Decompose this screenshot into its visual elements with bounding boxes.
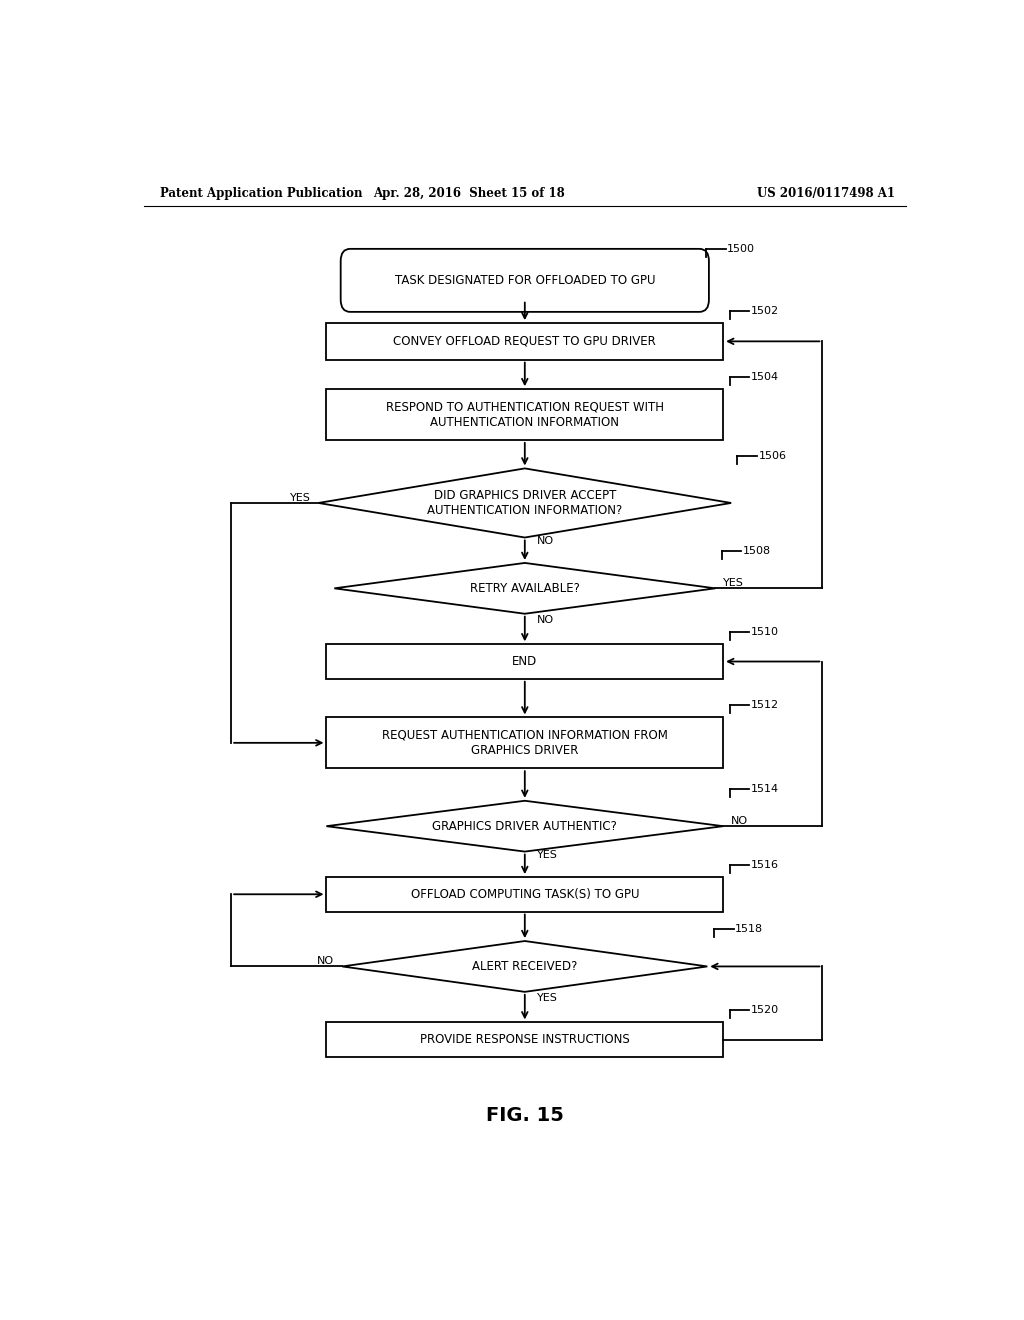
Text: NO: NO — [731, 816, 749, 826]
Text: RETRY AVAILABLE?: RETRY AVAILABLE? — [470, 582, 580, 595]
FancyBboxPatch shape — [341, 249, 709, 312]
Text: YES: YES — [290, 492, 310, 503]
Text: TASK DESIGNATED FOR OFFLOADED TO GPU: TASK DESIGNATED FOR OFFLOADED TO GPU — [394, 273, 655, 286]
Text: CONVEY OFFLOAD REQUEST TO GPU DRIVER: CONVEY OFFLOAD REQUEST TO GPU DRIVER — [393, 335, 656, 348]
Polygon shape — [318, 469, 731, 537]
Text: 1510: 1510 — [751, 627, 779, 638]
Text: FIG. 15: FIG. 15 — [485, 1106, 564, 1126]
Bar — [327, 876, 723, 912]
Text: YES: YES — [537, 850, 558, 861]
Bar — [327, 1022, 723, 1057]
Text: PROVIDE RESPONSE INSTRUCTIONS: PROVIDE RESPONSE INSTRUCTIONS — [420, 1034, 630, 1047]
Text: RESPOND TO AUTHENTICATION REQUEST WITH
AUTHENTICATION INFORMATION: RESPOND TO AUTHENTICATION REQUEST WITH A… — [386, 400, 664, 429]
Text: Patent Application Publication: Patent Application Publication — [160, 187, 362, 201]
Text: END: END — [512, 655, 538, 668]
Text: NO: NO — [537, 536, 554, 546]
Bar — [327, 644, 723, 678]
Text: 1506: 1506 — [759, 451, 786, 461]
Polygon shape — [334, 562, 715, 614]
Text: 1520: 1520 — [751, 1005, 779, 1015]
Bar — [327, 718, 723, 768]
Text: 1512: 1512 — [751, 700, 779, 710]
Text: GRAPHICS DRIVER AUTHENTIC?: GRAPHICS DRIVER AUTHENTIC? — [432, 820, 617, 833]
Text: 1504: 1504 — [751, 372, 779, 381]
Bar — [327, 389, 723, 440]
Text: REQUEST AUTHENTICATION INFORMATION FROM
GRAPHICS DRIVER: REQUEST AUTHENTICATION INFORMATION FROM … — [382, 729, 668, 756]
Text: 1500: 1500 — [727, 244, 755, 253]
Polygon shape — [342, 941, 708, 991]
Text: 1516: 1516 — [751, 859, 779, 870]
Text: DID GRAPHICS DRIVER ACCEPT
AUTHENTICATION INFORMATION?: DID GRAPHICS DRIVER ACCEPT AUTHENTICATIO… — [427, 488, 623, 517]
Text: ALERT RECEIVED?: ALERT RECEIVED? — [472, 960, 578, 973]
Polygon shape — [327, 801, 723, 851]
Bar — [327, 323, 723, 359]
Text: 1502: 1502 — [751, 306, 779, 315]
Text: NO: NO — [317, 957, 334, 966]
Text: US 2016/0117498 A1: US 2016/0117498 A1 — [758, 187, 895, 201]
Text: YES: YES — [723, 578, 744, 589]
Text: Apr. 28, 2016  Sheet 15 of 18: Apr. 28, 2016 Sheet 15 of 18 — [374, 187, 565, 201]
Text: OFFLOAD COMPUTING TASK(S) TO GPU: OFFLOAD COMPUTING TASK(S) TO GPU — [411, 888, 639, 900]
Text: 1514: 1514 — [751, 784, 779, 793]
Text: NO: NO — [537, 615, 554, 624]
Text: 1518: 1518 — [735, 924, 763, 933]
Text: YES: YES — [537, 993, 558, 1003]
Text: 1508: 1508 — [743, 545, 771, 556]
